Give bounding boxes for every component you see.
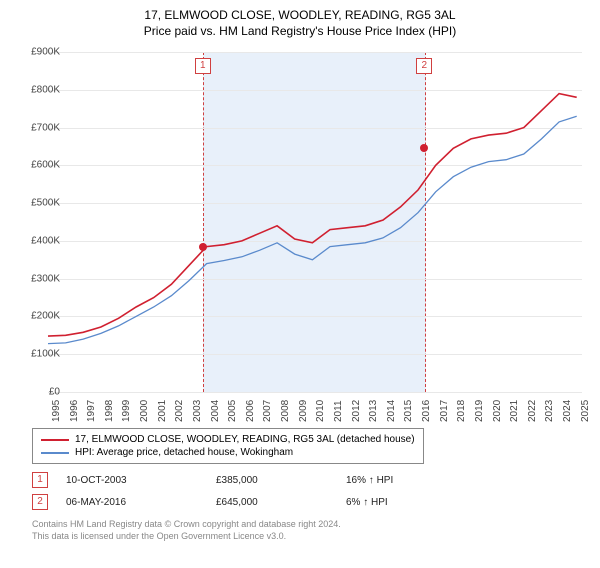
chart-plot-area bbox=[48, 52, 582, 392]
x-tick-label: 2005 bbox=[227, 400, 238, 422]
footer-line-2: This data is licensed under the Open Gov… bbox=[32, 530, 341, 542]
y-tick-label: £100K bbox=[18, 349, 60, 360]
x-tick-label: 2019 bbox=[474, 400, 485, 422]
sale-point-icon bbox=[420, 144, 428, 152]
sale-row: 2 06-MAY-2016 £645,000 6% ↑ HPI bbox=[32, 494, 433, 510]
x-tick-label: 1997 bbox=[86, 400, 97, 422]
series-line bbox=[48, 94, 577, 337]
legend-label: 17, ELMWOOD CLOSE, WOODLEY, READING, RG5… bbox=[75, 434, 415, 445]
sale-date: 10-OCT-2003 bbox=[66, 475, 176, 486]
x-tick-label: 2018 bbox=[456, 400, 467, 422]
sale-point-icon bbox=[199, 243, 207, 251]
chart-lines-svg bbox=[48, 52, 582, 392]
footer-attribution: Contains HM Land Registry data © Crown c… bbox=[32, 518, 341, 542]
y-tick-label: £200K bbox=[18, 311, 60, 322]
x-tick-label: 2010 bbox=[315, 400, 326, 422]
marker-box: 2 bbox=[416, 58, 432, 74]
x-tick-label: 2000 bbox=[139, 400, 150, 422]
x-tick-label: 1995 bbox=[51, 400, 62, 422]
x-tick-label: 2013 bbox=[368, 400, 379, 422]
y-tick-label: £800K bbox=[18, 84, 60, 95]
x-tick-label: 2017 bbox=[439, 400, 450, 422]
x-tick-label: 1999 bbox=[121, 400, 132, 422]
series-line bbox=[48, 116, 577, 343]
marker-box: 1 bbox=[195, 58, 211, 74]
sale-price: £385,000 bbox=[216, 475, 306, 486]
footer-line-1: Contains HM Land Registry data © Crown c… bbox=[32, 518, 341, 530]
y-tick-label: £600K bbox=[18, 160, 60, 171]
legend-item: 17, ELMWOOD CLOSE, WOODLEY, READING, RG5… bbox=[41, 433, 415, 446]
legend-item: HPI: Average price, detached house, Woki… bbox=[41, 446, 415, 459]
sales-table: 1 10-OCT-2003 £385,000 16% ↑ HPI 2 06-MAY-201… bbox=[32, 472, 433, 516]
x-tick-label: 2007 bbox=[262, 400, 273, 422]
legend: 17, ELMWOOD CLOSE, WOODLEY, READING, RG5… bbox=[32, 428, 424, 464]
x-tick-label: 2009 bbox=[298, 400, 309, 422]
x-tick-label: 1996 bbox=[69, 400, 80, 422]
sale-pct-vs-hpi: 6% ↑ HPI bbox=[346, 497, 388, 508]
chart-subtitle: Price paid vs. HM Land Registry's House … bbox=[0, 24, 600, 38]
x-tick-label: 1998 bbox=[104, 400, 115, 422]
chart-container: 17, ELMWOOD CLOSE, WOODLEY, READING, RG5… bbox=[0, 8, 600, 568]
legend-swatch-icon bbox=[41, 452, 69, 454]
x-tick-label: 2002 bbox=[174, 400, 185, 422]
x-tick-label: 2006 bbox=[245, 400, 256, 422]
x-tick-label: 2003 bbox=[192, 400, 203, 422]
x-tick-label: 2020 bbox=[492, 400, 503, 422]
legend-label: HPI: Average price, detached house, Woki… bbox=[75, 447, 293, 458]
sale-pct-vs-hpi: 16% ↑ HPI bbox=[346, 475, 393, 486]
chart-title: 17, ELMWOOD CLOSE, WOODLEY, READING, RG5… bbox=[0, 8, 600, 22]
x-tick-label: 2023 bbox=[544, 400, 555, 422]
y-tick-label: £300K bbox=[18, 273, 60, 284]
sale-row: 1 10-OCT-2003 £385,000 16% ↑ HPI bbox=[32, 472, 433, 488]
sale-price: £645,000 bbox=[216, 497, 306, 508]
y-tick-label: £0 bbox=[18, 387, 60, 398]
sale-date: 06-MAY-2016 bbox=[66, 497, 176, 508]
legend-swatch-icon bbox=[41, 439, 69, 441]
x-tick-label: 2015 bbox=[403, 400, 414, 422]
x-tick-label: 2025 bbox=[580, 400, 591, 422]
sale-marker-icon: 2 bbox=[32, 494, 48, 510]
x-tick-label: 2024 bbox=[562, 400, 573, 422]
y-tick-label: £700K bbox=[18, 122, 60, 133]
x-tick-label: 2022 bbox=[527, 400, 538, 422]
sale-marker-icon: 1 bbox=[32, 472, 48, 488]
x-tick-label: 2008 bbox=[280, 400, 291, 422]
y-tick-label: £500K bbox=[18, 198, 60, 209]
x-tick-label: 2001 bbox=[157, 400, 168, 422]
x-tick-label: 2014 bbox=[386, 400, 397, 422]
x-tick-label: 2012 bbox=[351, 400, 362, 422]
x-tick-label: 2021 bbox=[509, 400, 520, 422]
gridline bbox=[48, 392, 582, 393]
x-tick-label: 2011 bbox=[333, 400, 344, 422]
x-tick-label: 2016 bbox=[421, 400, 432, 422]
y-tick-label: £900K bbox=[18, 47, 60, 58]
x-tick-label: 2004 bbox=[210, 400, 221, 422]
y-tick-label: £400K bbox=[18, 235, 60, 246]
